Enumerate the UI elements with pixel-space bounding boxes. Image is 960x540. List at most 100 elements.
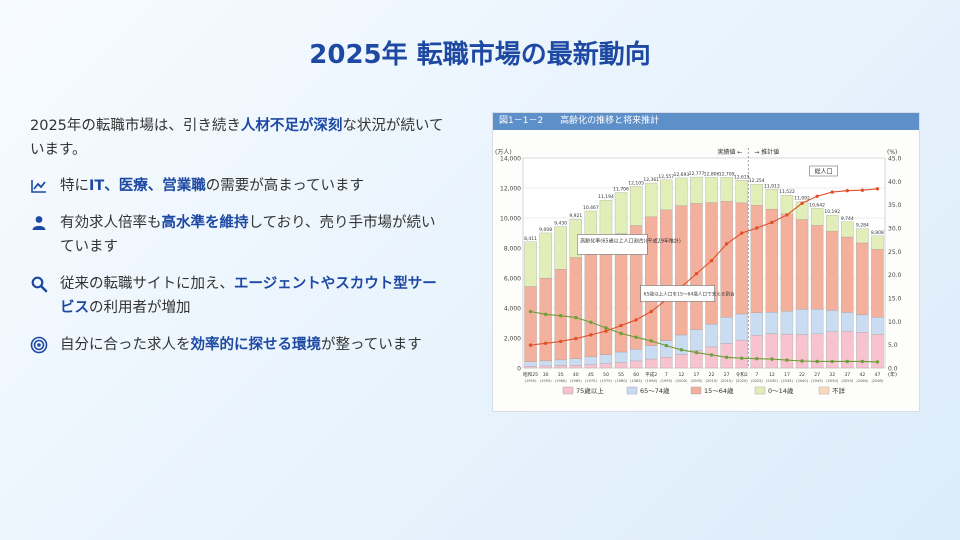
bar-segment bbox=[810, 309, 824, 334]
legend-swatch bbox=[754, 386, 766, 395]
page-title: 2025年 転職市場の最新動向 bbox=[309, 40, 651, 70]
x-tick-year: (2030) bbox=[766, 379, 779, 383]
total-label: 12,105 bbox=[628, 180, 644, 186]
aging-chart: 0 2,000 4,000 6,000 8,000 10,000 12,000 14,000 0… bbox=[495, 148, 902, 395]
body-text: の利用者が増加 bbox=[89, 300, 191, 316]
x-tick-year: (1955) bbox=[540, 379, 553, 383]
bar-segment bbox=[554, 365, 567, 369]
highlight-text: IT、医療、営業職 bbox=[89, 178, 206, 194]
x-tick-year: (2055) bbox=[841, 379, 854, 383]
target-icon bbox=[30, 336, 48, 354]
bar-segment bbox=[645, 358, 658, 369]
x-tick-year: (1990) bbox=[645, 379, 658, 383]
actual-label: 実績値 ← bbox=[717, 148, 742, 156]
figure-header: 図1－1－2 高齢化の推移と将来推計 bbox=[493, 113, 919, 130]
y2-tick-label: 0.0 bbox=[888, 366, 898, 373]
x-tick-label: 7 bbox=[665, 372, 668, 378]
y2-tick-label: 30.0 bbox=[888, 226, 902, 233]
bar-segment bbox=[735, 180, 748, 204]
legend-label: 65〜74歳 bbox=[640, 386, 670, 395]
y-axis-unit: (万人) bbox=[495, 149, 512, 156]
total-label: 12,361 bbox=[643, 177, 659, 183]
bar-segment bbox=[856, 314, 869, 333]
bullet-text: 自分に合った求人を効率的に探せる環境が整っています bbox=[60, 333, 442, 357]
total-label: 12,709 bbox=[719, 171, 735, 177]
y2-tick-label: 15.0 bbox=[888, 296, 902, 303]
support-ratio-point bbox=[574, 315, 578, 320]
total-callout-box bbox=[809, 165, 838, 177]
bar-segment bbox=[826, 214, 839, 232]
body-text: 2025年の転職市場は、引き続き bbox=[30, 118, 241, 134]
body-text: 従来の転職サイトに加え、 bbox=[60, 276, 234, 292]
bar-segment bbox=[690, 203, 703, 330]
bar-segment bbox=[660, 357, 673, 369]
bar-segment bbox=[750, 205, 763, 313]
support-ratio-point bbox=[709, 353, 714, 357]
bar-segment bbox=[675, 177, 688, 206]
aging-rate-point bbox=[574, 336, 578, 341]
bar-segment bbox=[554, 226, 567, 270]
bar-segment bbox=[826, 231, 839, 311]
support-ratio-point bbox=[740, 356, 744, 360]
total-label: 12,806 bbox=[704, 171, 720, 177]
total-label: 12,254 bbox=[749, 178, 765, 184]
figure-number: 図1－1－2 bbox=[499, 116, 544, 126]
bullet-item: 有効求人倍率も高水準を維持しており、売り手市場が続いています bbox=[30, 211, 450, 259]
aging-rate-point bbox=[770, 220, 774, 225]
aging-rate-point bbox=[800, 201, 804, 205]
y2-tick-label: 45.0 bbox=[888, 156, 902, 163]
total-label: 9,921 bbox=[569, 213, 582, 219]
bar-segment bbox=[705, 323, 718, 348]
bar-segment bbox=[780, 333, 794, 369]
x-tick-label: 平成2 bbox=[645, 371, 657, 378]
support-ratio-point bbox=[694, 350, 699, 355]
search-icon bbox=[30, 275, 48, 293]
x-tick-label: 45 bbox=[588, 372, 594, 378]
y-tick-label: 2,000 bbox=[504, 336, 521, 343]
x-tick-label: 昭和25 bbox=[523, 371, 538, 378]
bar-segment bbox=[871, 317, 884, 335]
bar-segment bbox=[841, 312, 854, 332]
support-ratio-point bbox=[634, 335, 638, 339]
figure-caption: 高齢化の推移と将来推計 bbox=[560, 116, 660, 126]
bar-segment bbox=[584, 356, 598, 365]
bar-segment bbox=[690, 176, 703, 204]
aging-rate-point bbox=[589, 333, 593, 337]
x-tick-year: (1965) bbox=[570, 379, 583, 383]
x-tick-label: 17 bbox=[694, 372, 700, 378]
aging-rate-point bbox=[694, 272, 699, 276]
bar-segment bbox=[614, 351, 628, 363]
x-tick-year: (2045) bbox=[811, 379, 824, 383]
highlight-text: エージェントやスカウト型サービス bbox=[60, 276, 437, 316]
x-tick-year: (1950) bbox=[525, 379, 538, 383]
bar-segment bbox=[629, 360, 643, 369]
bar-segment bbox=[524, 241, 537, 287]
bar-segment bbox=[826, 310, 839, 332]
bar-segment bbox=[599, 240, 613, 355]
bar-segment bbox=[750, 335, 763, 369]
aging-figure: 図1－1－2 高齢化の推移と将来推計 0 2,000 4,000 6,000 8,000… bbox=[492, 112, 920, 412]
line-chart-icon bbox=[30, 177, 48, 195]
legend-swatch bbox=[690, 386, 702, 395]
total-label: 12,615 bbox=[734, 174, 750, 180]
bar-segment bbox=[705, 177, 718, 203]
bar-segment bbox=[675, 205, 688, 336]
x-tick-year: (2060) bbox=[856, 379, 869, 383]
total-label: 12,777 bbox=[689, 171, 705, 177]
x-tick-label: 42 bbox=[859, 372, 865, 378]
projection-label: → 推計値 bbox=[754, 148, 779, 156]
bar-segment bbox=[645, 182, 658, 217]
x-tick-year: (2005) bbox=[690, 379, 703, 383]
bar-segment bbox=[871, 235, 884, 250]
aging-rate-point bbox=[815, 194, 819, 198]
total-label: 9,744 bbox=[841, 216, 854, 222]
aging-rate-point bbox=[755, 226, 759, 230]
aging-rate-point bbox=[740, 231, 744, 235]
bar-segment bbox=[720, 201, 733, 318]
bar-segment bbox=[795, 219, 809, 310]
bar-segment bbox=[720, 317, 733, 344]
support-ratio-point bbox=[543, 312, 548, 317]
body-text: 自分に合った求人を bbox=[60, 337, 191, 353]
body-text: 有効求人倍率も bbox=[60, 215, 162, 231]
x-tick-year: (2010) bbox=[706, 379, 719, 383]
